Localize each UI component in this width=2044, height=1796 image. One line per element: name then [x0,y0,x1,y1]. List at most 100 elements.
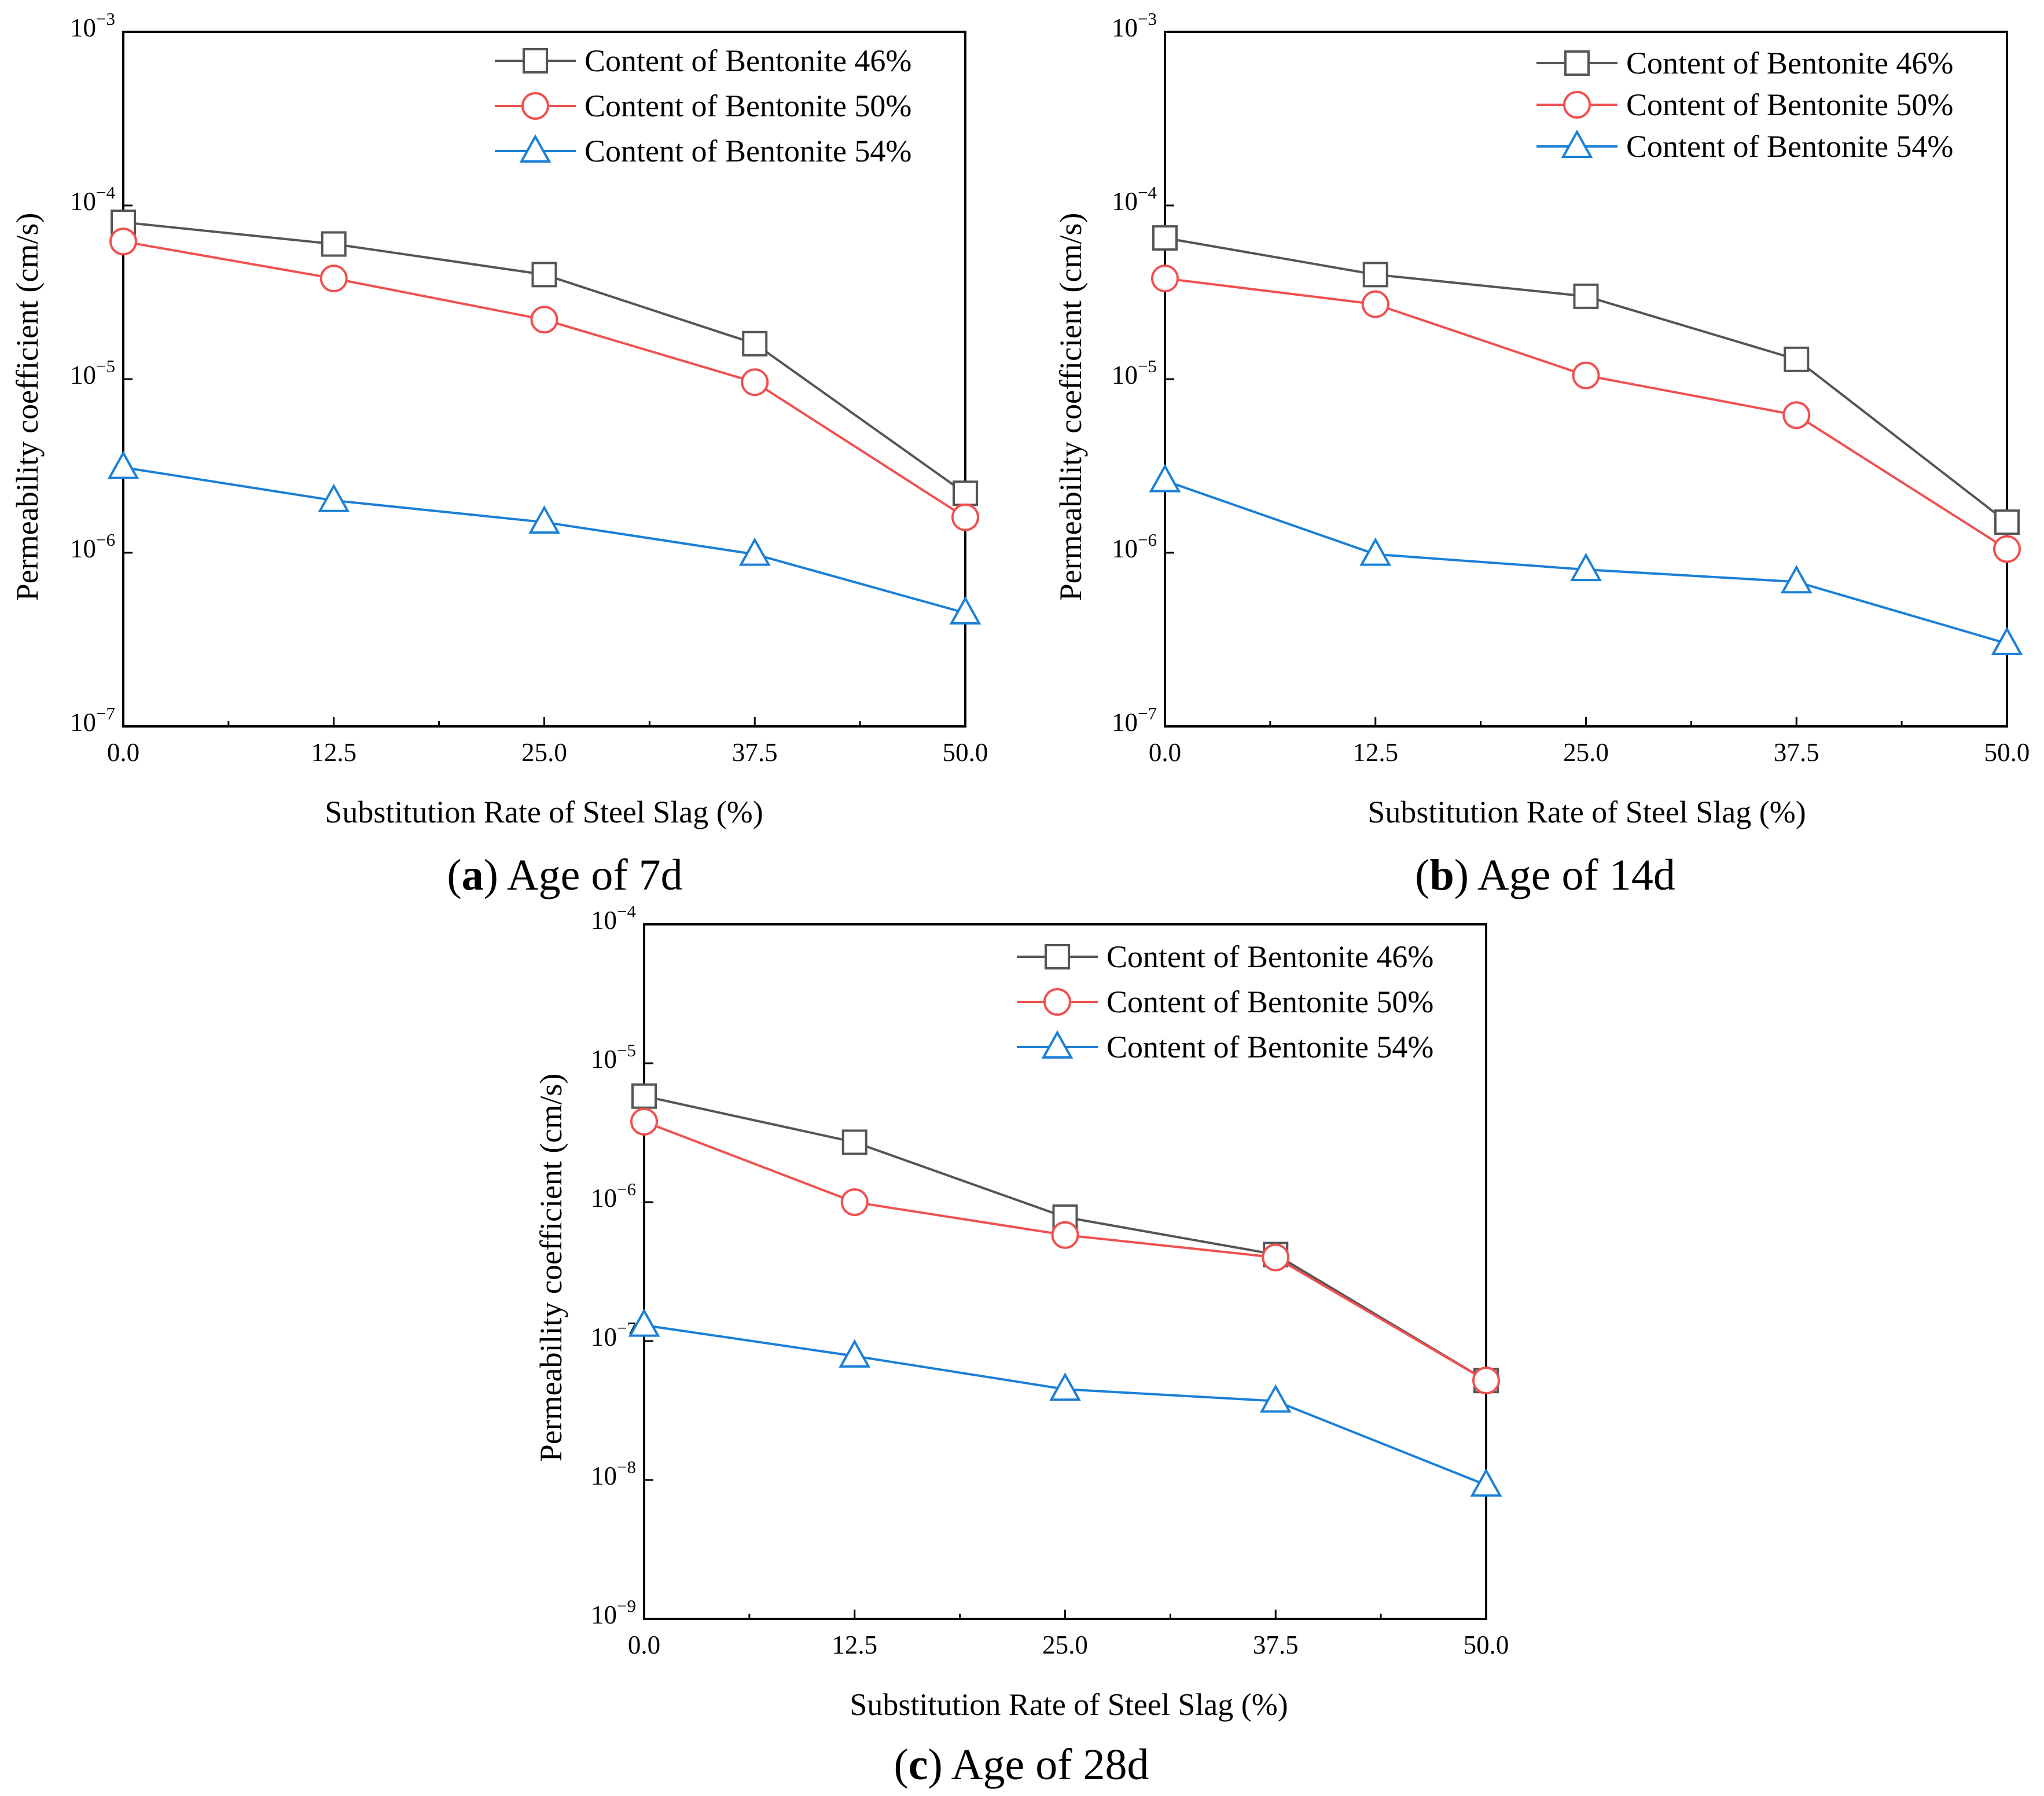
data-point-a-1-2 [530,306,558,334]
data-point-a-2-3 [738,537,771,566]
series-c-1 [630,1107,1500,1395]
chart-panel-c: 0.0 12.5 25.0 37.5 50.0 10−9 10−8 10−7 10−6 10−5 1… [534,901,1509,1789]
caption-b: (b) Age of 14d [1415,851,1675,899]
x-tick-label-a-0: 0.0 [107,738,139,767]
series-c-2 [628,1308,1502,1497]
legend-marker-b-2 [1561,129,1593,158]
x-tick-label-a-3: 37.5 [732,738,778,767]
legend-a: Content of Bentonite 46% Content of Bento… [495,43,911,168]
data-point-c-2-0 [628,1308,660,1337]
series-line-c-1 [644,1120,1487,1382]
caption-text-b: Age of 14d [1477,851,1675,899]
x-tick-label-b-2: 25.0 [1563,738,1609,767]
data-point-a-0-4 [953,480,978,506]
plot-area-b: 0.0 12.5 25.0 37.5 50.0 10−7 10−6 10−5 10−4 10−3 C… [1112,9,2030,767]
plot-area-a: 0.0 12.5 25.0 37.5 50.0 10−7 10−6 10−5 10−4 10−3 C… [70,9,988,767]
data-point-b-2-2 [1570,552,1602,582]
caption-letter-b: b [1429,851,1454,899]
legend-marker-c-2 [1041,1030,1074,1059]
legend-label-b-2: Content of Bentonite 54% [1626,129,1953,164]
y-tick-label-a-4: 10−3 [70,9,115,42]
data-point-c-1-2 [1051,1221,1079,1249]
data-point-c-1-1 [840,1188,869,1216]
y-tick-label-a-0: 10−7 [70,703,115,737]
y-tick-label-b-0: 10−7 [1112,703,1157,737]
legend-label-a-1: Content of Bentonite 50% [584,89,911,123]
y-tick-label-a-1: 10−6 [70,530,115,563]
y-tick-label-b-3: 10−4 [1112,182,1157,216]
legend-label-b-1: Content of Bentonite 50% [1626,87,1953,122]
y-tick-label-b-2: 10−5 [1112,356,1157,390]
series-b-0 [1152,225,2020,535]
x-tick-label-c-4: 50.0 [1464,1630,1509,1659]
legend-marker-c-0 [1045,944,1070,969]
data-point-c-1-0 [630,1107,658,1136]
y-tick-label-c-4: 10−5 [591,1040,636,1074]
legend-b: Content of Bentonite 46% Content of Bento… [1536,46,1953,164]
y-tick-label-b-1: 10−6 [1112,530,1157,563]
x-axis-title-b: Substitution Rate of Steel Slag (%) [1367,795,1806,829]
data-point-b-2-0 [1149,464,1181,493]
y-tick-label-c-3: 10−6 [591,1179,636,1213]
chart-panel-a: 0.0 12.5 25.0 37.5 50.0 10−7 10−6 10−5 10−4 10−3 C… [10,9,988,899]
data-point-c-0-1 [841,1129,867,1155]
legend-label-c-2: Content of Bentonite 54% [1106,1030,1433,1064]
legend-marker-a-0 [523,48,548,74]
y-tick-label-c-5: 10−4 [591,901,636,935]
y-axis-title-a: Permeability coefficient (cm/s) [10,213,45,601]
data-point-b-0-2 [1573,283,1599,309]
legend-c: Content of Bentonite 46% Content of Bento… [1017,939,1433,1064]
data-point-a-0-2 [531,262,557,288]
series-b-1 [1151,265,2021,563]
y-tick-label-b-4: 10−3 [1112,9,1157,42]
data-point-b-2-3 [1780,565,1813,594]
data-point-b-0-0 [1152,225,1178,251]
y-tick-label-a-2: 10−5 [70,356,115,390]
plot-frame-c [643,923,1487,1620]
legend-label-a-0: Content of Bentonite 46% [584,43,911,78]
series-a-2 [107,450,981,625]
series-a-0 [111,210,978,506]
caption-letter-c: c [909,1740,928,1789]
x-tick-label-c-1: 12.5 [832,1630,877,1659]
x-tick-label-c-2: 25.0 [1042,1630,1088,1659]
x-tick-label-c-0: 0.0 [628,1630,660,1659]
y-axis-title-b: Permeability coefficient (cm/s) [1053,213,1088,601]
x-tick-label-b-0: 0.0 [1149,738,1181,767]
legend-label-b-0: Content of Bentonite 46% [1626,46,1953,80]
legend-label-c-1: Content of Bentonite 50% [1106,985,1433,1019]
data-point-a-2-2 [528,505,560,534]
x-axis-title-a: Substitution Rate of Steel Slag (%) [325,795,763,829]
data-point-b-1-2 [1572,361,1600,390]
legend-marker-a-1 [521,92,549,120]
data-point-b-1-3 [1782,401,1811,429]
x-tick-label-c-3: 37.5 [1253,1630,1299,1659]
data-point-c-0-0 [631,1083,657,1109]
x-tick-label-a-2: 25.0 [521,738,567,767]
series-a-1 [109,227,979,531]
y-tick-label-a-3: 10−4 [70,182,115,216]
data-point-b-1-1 [1361,290,1389,318]
data-point-b-2-4 [1991,626,2023,655]
caption-a: (a) Age of 7d [447,851,682,899]
caption-c: (c) Age of 28d [894,1740,1149,1789]
data-point-a-0-3 [742,330,768,357]
caption-letter-a: a [462,851,484,899]
legend-marker-c-1 [1043,988,1071,1016]
legend-marker-b-0 [1564,50,1590,76]
data-point-c-2-2 [1049,1372,1081,1401]
data-point-c-2-4 [1470,1468,1502,1497]
data-point-b-2-1 [1359,537,1392,566]
data-point-a-2-0 [107,450,139,479]
data-point-c-2-3 [1259,1384,1292,1413]
data-point-b-0-3 [1784,346,1810,372]
series-line-c-2 [644,1324,1487,1486]
x-tick-label-a-1: 12.5 [311,738,356,767]
legend-marker-b-1 [1563,91,1591,119]
data-point-c-2-1 [839,1339,871,1368]
y-tick-label-c-1: 10−8 [591,1457,636,1490]
legend-label-a-2: Content of Bentonite 54% [584,134,911,168]
data-point-b-0-4 [1994,509,2020,535]
series-line-a-2 [123,466,966,614]
series-line-b-1 [1164,277,2008,550]
